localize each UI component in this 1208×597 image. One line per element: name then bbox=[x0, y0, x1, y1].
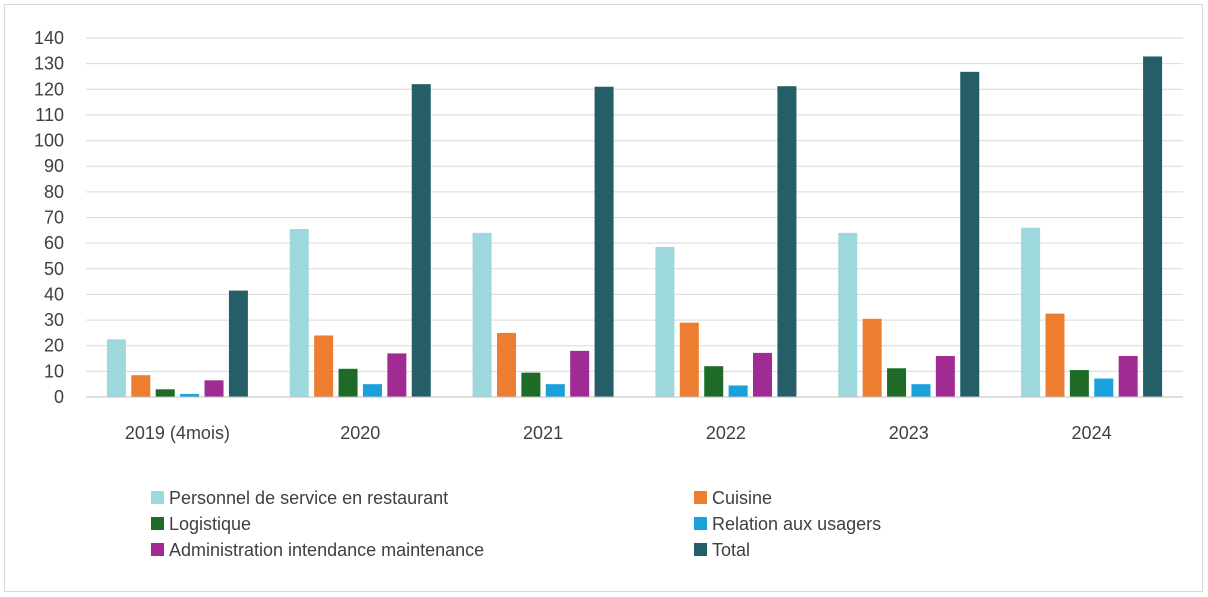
x-tick-label: 2019 (4mois) bbox=[125, 423, 230, 443]
bar-total-2019-4mois- bbox=[228, 290, 248, 397]
bar-administration-intendance-maintenance-2021 bbox=[570, 350, 590, 397]
bar-total-2024 bbox=[1143, 56, 1163, 397]
bar-personnel-de-service-en-restaurant-2020 bbox=[289, 229, 309, 397]
y-tick-label: 90 bbox=[44, 156, 64, 176]
bar-cuisine-2022 bbox=[679, 322, 699, 397]
bar-total-2021 bbox=[594, 86, 614, 397]
y-tick-label: 120 bbox=[34, 79, 64, 99]
y-tick-label: 100 bbox=[34, 131, 64, 151]
y-axis: 0 10 20 30 40 50 60 70 80 90 100 110 120 130 140 bbox=[34, 28, 64, 407]
bar-relation-aux-usagers-2024 bbox=[1094, 378, 1114, 397]
bar-administration-intendance-maintenance-2022 bbox=[753, 352, 773, 397]
bars bbox=[106, 56, 1163, 398]
bar-cuisine-2019-4mois- bbox=[131, 375, 151, 397]
legend-label: Total bbox=[712, 540, 750, 560]
bar-administration-intendance-maintenance-2020 bbox=[387, 353, 407, 397]
bar-personnel-de-service-en-restaurant-2022 bbox=[655, 246, 675, 397]
bar-logistique-2020 bbox=[338, 368, 358, 397]
legend-label: Administration intendance maintenance bbox=[169, 540, 484, 560]
x-tick-label: 2020 bbox=[340, 423, 380, 443]
x-tick-label: 2024 bbox=[1072, 423, 1112, 443]
x-tick-label: 2021 bbox=[523, 423, 563, 443]
y-tick-label: 30 bbox=[44, 310, 64, 330]
bar-relation-aux-usagers-2020 bbox=[362, 384, 382, 397]
x-axis: 2019 (4mois) 2020 2021 2022 2023 2024 bbox=[86, 396, 1183, 443]
bar-total-2022 bbox=[777, 86, 797, 398]
legend-swatch bbox=[694, 491, 707, 504]
legend-label: Logistique bbox=[169, 514, 251, 534]
y-tick-label: 0 bbox=[54, 387, 64, 407]
y-tick-label: 80 bbox=[44, 182, 64, 202]
bar-personnel-de-service-en-restaurant-2023 bbox=[838, 232, 858, 397]
bar-logistique-2019-4mois- bbox=[155, 389, 175, 397]
bar-total-2020 bbox=[411, 84, 431, 398]
bar-administration-intendance-maintenance-2023 bbox=[935, 355, 955, 397]
bar-cuisine-2020 bbox=[314, 335, 334, 397]
bar-administration-intendance-maintenance-2024 bbox=[1118, 355, 1138, 397]
bar-total-2023 bbox=[960, 71, 980, 397]
bar-administration-intendance-maintenance-2019-4mois- bbox=[204, 380, 224, 397]
legend-label: Personnel de service en restaurant bbox=[169, 488, 448, 508]
bar-relation-aux-usagers-2021 bbox=[545, 384, 565, 397]
legend-swatch bbox=[694, 517, 707, 530]
legend-swatch bbox=[151, 517, 164, 530]
bar-personnel-de-service-en-restaurant-2021 bbox=[472, 232, 492, 397]
bar-relation-aux-usagers-2022 bbox=[728, 385, 748, 397]
bar-logistique-2024 bbox=[1069, 370, 1089, 397]
bar-logistique-2022 bbox=[704, 366, 724, 397]
x-tick-label: 2023 bbox=[889, 423, 929, 443]
y-tick-label: 110 bbox=[35, 105, 64, 125]
y-tick-label: 20 bbox=[44, 336, 64, 356]
bar-relation-aux-usagers-2023 bbox=[911, 384, 931, 397]
y-tick-label: 10 bbox=[44, 361, 64, 381]
y-tick-label: 130 bbox=[34, 54, 64, 74]
y-tick-label: 50 bbox=[44, 259, 64, 279]
legend: Personnel de service en restaurant Cuisin… bbox=[151, 488, 881, 560]
bar-cuisine-2024 bbox=[1045, 313, 1065, 397]
bar-cuisine-2021 bbox=[496, 332, 516, 397]
y-tick-label: 70 bbox=[44, 208, 64, 228]
legend-swatch bbox=[694, 543, 707, 556]
bar-logistique-2021 bbox=[521, 372, 541, 397]
x-tick-label: 2022 bbox=[706, 423, 746, 443]
legend-label: Relation aux usagers bbox=[712, 514, 881, 534]
y-tick-label: 60 bbox=[44, 233, 64, 253]
y-tick-label: 140 bbox=[34, 28, 64, 48]
y-tick-label: 40 bbox=[44, 284, 64, 304]
bar-personnel-de-service-en-restaurant-2024 bbox=[1021, 227, 1041, 397]
bar-logistique-2023 bbox=[887, 368, 907, 397]
legend-swatch bbox=[151, 491, 164, 504]
bar-relation-aux-usagers-2019-4mois- bbox=[180, 393, 200, 397]
bar-personnel-de-service-en-restaurant-2019-4mois- bbox=[106, 339, 126, 397]
bar-cuisine-2023 bbox=[862, 318, 882, 397]
gridlines bbox=[86, 37, 1183, 398]
legend-swatch bbox=[151, 543, 164, 556]
legend-label: Cuisine bbox=[712, 488, 772, 508]
